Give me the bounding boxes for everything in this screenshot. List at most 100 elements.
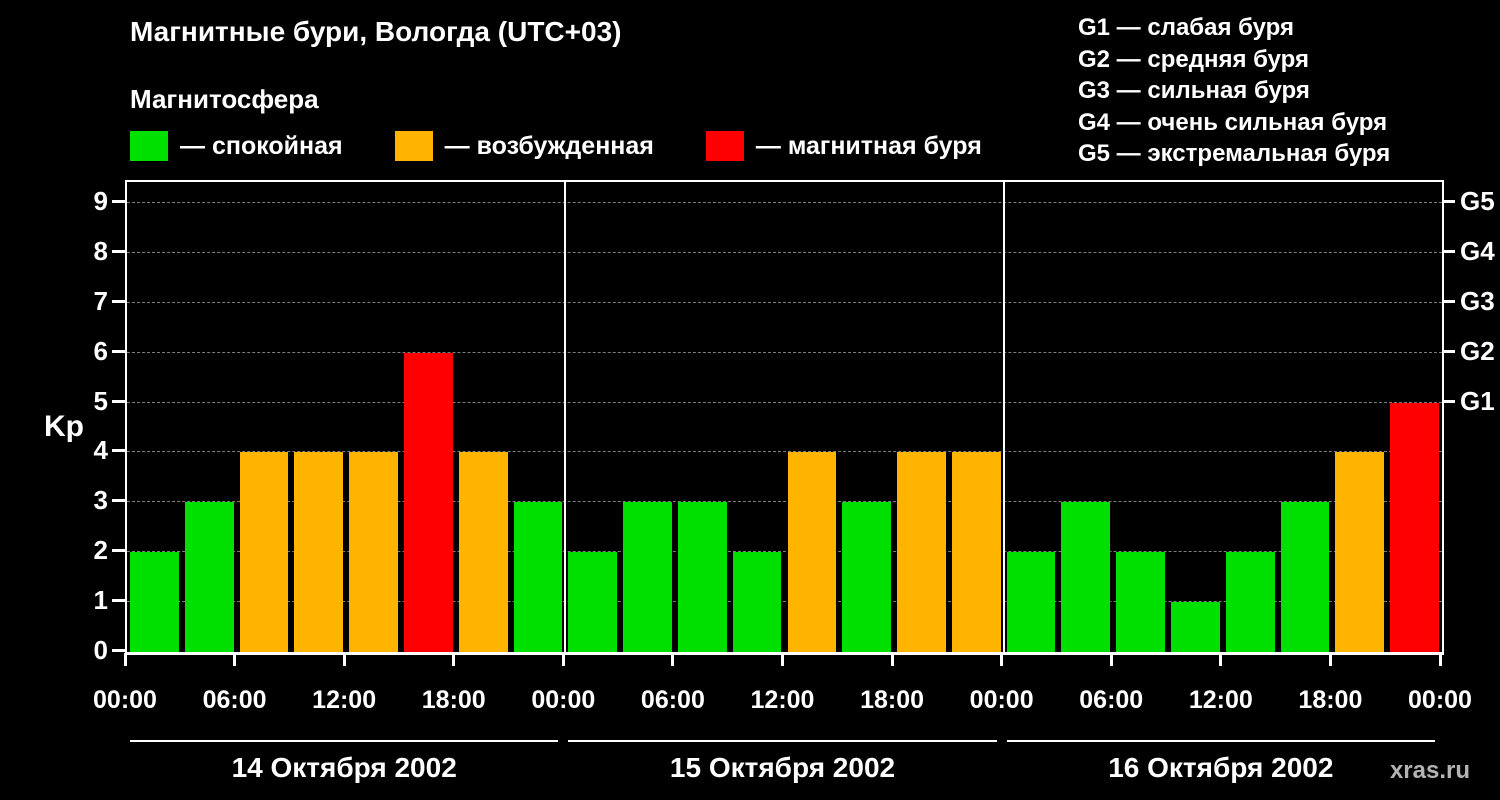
gridline-kp-4 [127, 451, 1442, 453]
day-label: 14 Октября 2002 [231, 752, 457, 783]
kp-bar [1225, 552, 1275, 652]
kp-bar [568, 552, 618, 652]
y-tick-mark [112, 549, 125, 553]
y-tick-label: 5 [93, 385, 108, 416]
legend-label-active: — возбужденная [444, 131, 654, 160]
right-tick-mark [1442, 200, 1455, 203]
kp-bar [294, 452, 344, 652]
legend-item-storm: — магнитная буря [705, 131, 982, 161]
g-legend-line-1: G1 — слабая буря [1078, 14, 1295, 41]
legend-swatch-quiet [130, 131, 168, 161]
x-tick-label: 00:00 [969, 686, 1034, 714]
x-tick-mark [561, 653, 565, 666]
legend-item-quiet: — спокойная [130, 131, 343, 161]
x-tick-label: 12:00 [1188, 686, 1253, 714]
day-separator [564, 182, 567, 652]
g-axis-label-G3: G3 [1460, 285, 1495, 316]
kp-bar [184, 502, 234, 652]
day-label: 16 Октября 2002 [1108, 752, 1334, 783]
page-title: Магнитные бури, Вологда (UTC+03) [130, 16, 622, 47]
gridline-kp-6 [127, 351, 1442, 353]
x-tick-label: 00:00 [1408, 686, 1472, 714]
kp-bar [623, 502, 672, 652]
kp-bar [1390, 402, 1439, 652]
y-tick-mark [112, 649, 125, 652]
kp-bar [842, 502, 892, 652]
g-axis-label-G4: G4 [1460, 235, 1495, 266]
magnetosphere-legend-title: Магнитосфера [130, 84, 319, 114]
g-legend-line-3: G3 — сильная буря [1078, 77, 1310, 104]
kp-bar [1116, 552, 1166, 652]
gridline-kp-5 [127, 401, 1442, 403]
y-axis-label: Kp [44, 410, 84, 443]
x-tick-mark [1328, 653, 1332, 666]
x-tick-label: 00:00 [531, 686, 596, 714]
x-tick-mark [671, 653, 675, 666]
y-tick-label: 8 [93, 235, 108, 266]
x-tick-mark [233, 653, 237, 666]
x-tick-label: 12:00 [750, 686, 815, 714]
watermark: xras.ru [1389, 757, 1470, 784]
x-tick-label: 18:00 [421, 686, 486, 714]
y-tick-label: 0 [93, 635, 108, 665]
legend-item-active: — возбужденная [394, 131, 654, 161]
y-tick-label: 1 [93, 585, 108, 616]
kp-bar [1171, 602, 1220, 652]
right-tick-mark [1442, 349, 1455, 353]
x-tick-mark [890, 653, 894, 666]
y-tick-label: 7 [93, 285, 108, 316]
kp-bar [239, 452, 289, 652]
gridline-kp-9 [127, 202, 1442, 203]
g-legend-line-5: G5 — экстремальная буря [1078, 140, 1391, 167]
x-tick-label: 00:00 [93, 686, 157, 714]
x-tick-mark [452, 653, 456, 666]
kp-bar [403, 352, 453, 652]
g-axis-label-G5: G5 [1460, 186, 1495, 216]
kp-bar [951, 452, 1001, 652]
x-tick-mark [342, 653, 346, 666]
gridline-kp-3 [127, 501, 1442, 503]
day-separator [1002, 182, 1005, 652]
state-legend: — спокойная — возбужденная — магнитная бур… [130, 131, 982, 161]
y-tick-mark [112, 449, 125, 453]
kp-bar [787, 452, 837, 652]
y-tick-mark [112, 200, 125, 203]
kp-bar [458, 452, 508, 652]
y-tick-mark [112, 499, 125, 503]
kp-bar [130, 552, 179, 652]
x-tick-mark [1109, 653, 1113, 666]
x-tick-mark [1000, 653, 1004, 666]
gridline-kp-2 [127, 551, 1442, 553]
right-tick-mark [1442, 299, 1455, 303]
plot-area [125, 180, 1444, 655]
kp-bar [513, 502, 563, 652]
y-tick-mark [112, 349, 125, 353]
g-legend-line-2: G2 — средняя буря [1078, 45, 1309, 73]
g-legend-line-4: G4 — очень сильная буря [1078, 108, 1388, 136]
day-bracket [130, 740, 559, 742]
kp-bar [732, 552, 782, 652]
x-tick-label: 06:00 [1079, 686, 1144, 714]
x-tick-label: 18:00 [860, 686, 925, 714]
kp-bar [1061, 502, 1111, 652]
day-bracket [568, 740, 997, 742]
g-scale-legend: G1 — слабая буря G2 — средняя буря G3 — си… [1078, 12, 1390, 170]
legend-swatch-active [394, 131, 433, 161]
kp-bar [677, 502, 727, 652]
y-tick-mark [112, 249, 125, 253]
legend-label-storm: — магнитная буря [755, 131, 982, 160]
x-tick-label: 18:00 [1298, 686, 1363, 714]
right-tick-mark [1442, 399, 1455, 403]
y-tick-label: 6 [93, 335, 108, 366]
kp-bar [1280, 502, 1330, 652]
x-tick-label: 12:00 [312, 686, 377, 714]
y-tick-mark [112, 399, 125, 403]
g-axis-label-G2: G2 [1460, 335, 1495, 366]
g-axis-label-G1: G1 [1460, 385, 1495, 416]
gridline-kp-8 [127, 251, 1442, 253]
gridline-kp-1 [127, 601, 1442, 603]
x-tick-label: 06:00 [202, 686, 267, 714]
kp-bar [349, 452, 398, 652]
kp-bar [1335, 452, 1385, 652]
